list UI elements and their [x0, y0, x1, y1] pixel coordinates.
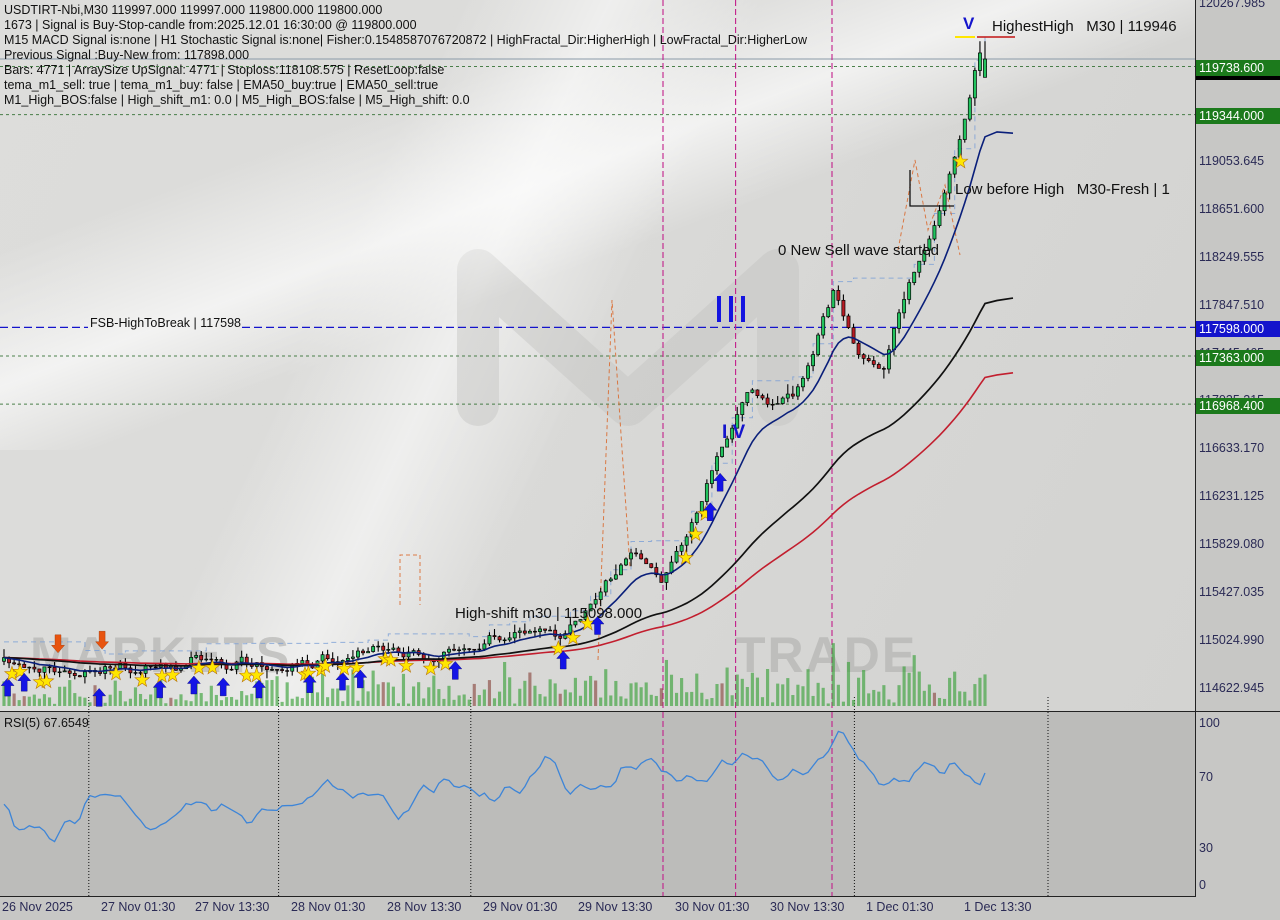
svg-text:TRADE: TRADE: [735, 627, 917, 683]
svg-text:I V: I V: [722, 422, 746, 443]
